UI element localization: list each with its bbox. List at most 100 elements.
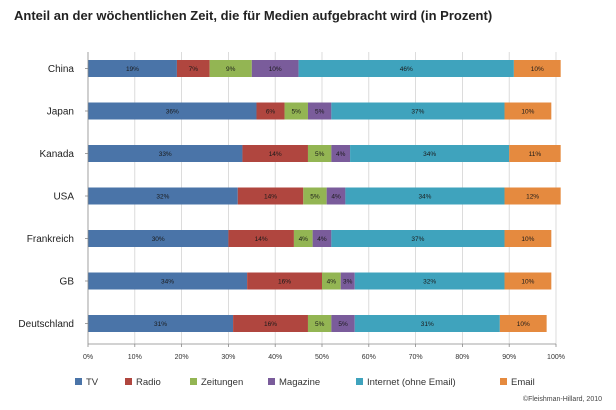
data-label: 14% — [255, 236, 268, 243]
legend-label: Radio — [136, 377, 161, 388]
data-label: 37% — [411, 109, 424, 116]
bar-segment — [499, 315, 547, 332]
category-label: GB — [60, 277, 75, 288]
legend-swatch — [500, 378, 507, 385]
bar-segment — [88, 102, 257, 120]
data-label: 30% — [152, 236, 165, 243]
bar-segment — [350, 145, 510, 162]
x-tick-label: 50% — [315, 354, 329, 361]
bar-segment — [312, 230, 332, 247]
legend-label: TV — [86, 377, 99, 388]
data-label: 34% — [418, 194, 431, 201]
data-label: 10% — [521, 279, 534, 286]
data-label: 5% — [310, 194, 320, 201]
bars-layer — [88, 60, 561, 332]
data-label: 33% — [159, 151, 172, 158]
data-label: 10% — [517, 321, 530, 328]
category-label: China — [48, 64, 75, 75]
data-label: 14% — [269, 151, 282, 158]
bar-segment — [298, 60, 514, 77]
bar-segment — [504, 187, 561, 205]
data-label: 16% — [264, 321, 277, 328]
bar-segment — [88, 145, 243, 162]
bar-segment — [331, 315, 355, 332]
bar-segment — [293, 230, 313, 247]
data-label: 5% — [292, 109, 302, 116]
bar-segment — [233, 315, 308, 332]
x-tick-label: 60% — [362, 354, 376, 361]
bar-segment — [256, 102, 285, 120]
data-label: 11% — [529, 151, 542, 158]
data-label: 5% — [315, 321, 325, 328]
bar-segment — [88, 315, 234, 332]
data-label: 34% — [161, 279, 174, 286]
bar-segment — [228, 230, 294, 247]
source-credit: ©Fleishman-Hillard, 2010 — [522, 396, 602, 403]
data-label: 32% — [156, 194, 169, 201]
data-label: 32% — [423, 279, 436, 286]
axis-layer: 0% 10% 20% 30% 40% 50% 60% 70% 80% 90% 100% China Ja… — [18, 52, 565, 361]
bar-segment — [242, 145, 308, 162]
x-tick-label: 70% — [409, 354, 423, 361]
data-label: 5% — [315, 151, 325, 158]
category-label: Kanada — [40, 149, 75, 160]
bar-segment — [88, 60, 177, 77]
data-label: 31% — [154, 321, 167, 328]
legend-label: Magazine — [279, 377, 320, 388]
bar-segment — [88, 230, 229, 247]
data-label: 5% — [338, 321, 348, 328]
bar-segment — [247, 272, 322, 290]
legend-swatch — [268, 378, 275, 385]
bar-segment — [326, 187, 346, 205]
bar-segment — [331, 230, 505, 247]
chart-title: Anteil an der wöchentlichen Zeit, die fü… — [14, 8, 493, 23]
data-label: 4% — [299, 236, 309, 243]
data-label: 10% — [269, 66, 282, 73]
data-label: 10% — [521, 236, 534, 243]
bar-segment — [307, 145, 332, 162]
legend-label: Zeitungen — [201, 377, 243, 388]
bar-segment — [504, 102, 552, 120]
bar-segment — [88, 272, 248, 290]
data-label: 37% — [411, 236, 424, 243]
bar-segment — [176, 60, 210, 77]
bar-segment — [307, 102, 332, 120]
bar-segment — [354, 315, 500, 332]
x-tick-label: 40% — [268, 354, 282, 361]
data-label: 4% — [331, 194, 341, 201]
bar-segment — [251, 60, 299, 77]
data-label: 16% — [278, 279, 291, 286]
x-tick-label: 100% — [547, 354, 565, 361]
legend-swatch — [190, 378, 197, 385]
x-tick-label: 0% — [83, 354, 93, 361]
data-label: 9% — [226, 66, 236, 73]
x-tick-label: 90% — [502, 354, 516, 361]
legend-swatch — [125, 378, 132, 385]
legend-label: Internet (ohne Email) — [367, 377, 456, 388]
x-tick-label: 80% — [455, 354, 469, 361]
data-label: 5% — [315, 109, 325, 116]
legend-label: Email — [511, 377, 535, 388]
bar-segment — [509, 145, 561, 162]
data-label: 7% — [189, 66, 199, 73]
data-label: 34% — [423, 151, 436, 158]
legend-swatch — [75, 378, 82, 385]
legend-swatch — [356, 378, 363, 385]
category-label: Japan — [47, 107, 74, 118]
bar-segment — [88, 187, 238, 205]
bar-segment — [303, 187, 327, 205]
bar-segment — [307, 315, 332, 332]
data-label: 36% — [166, 109, 179, 116]
bar-segment — [504, 272, 552, 290]
bar-segment — [513, 60, 561, 77]
bar-segment — [354, 272, 505, 290]
bar-segment — [345, 187, 505, 205]
category-label: Deutschland — [18, 319, 74, 330]
bar-segment — [322, 272, 341, 290]
bar-segment — [504, 230, 552, 247]
bar-segment — [331, 102, 505, 120]
legend: TV Radio Zeitungen Magazine Internet (ohne E… — [75, 377, 535, 388]
category-label: USA — [53, 192, 74, 203]
data-label: 31% — [421, 321, 434, 328]
